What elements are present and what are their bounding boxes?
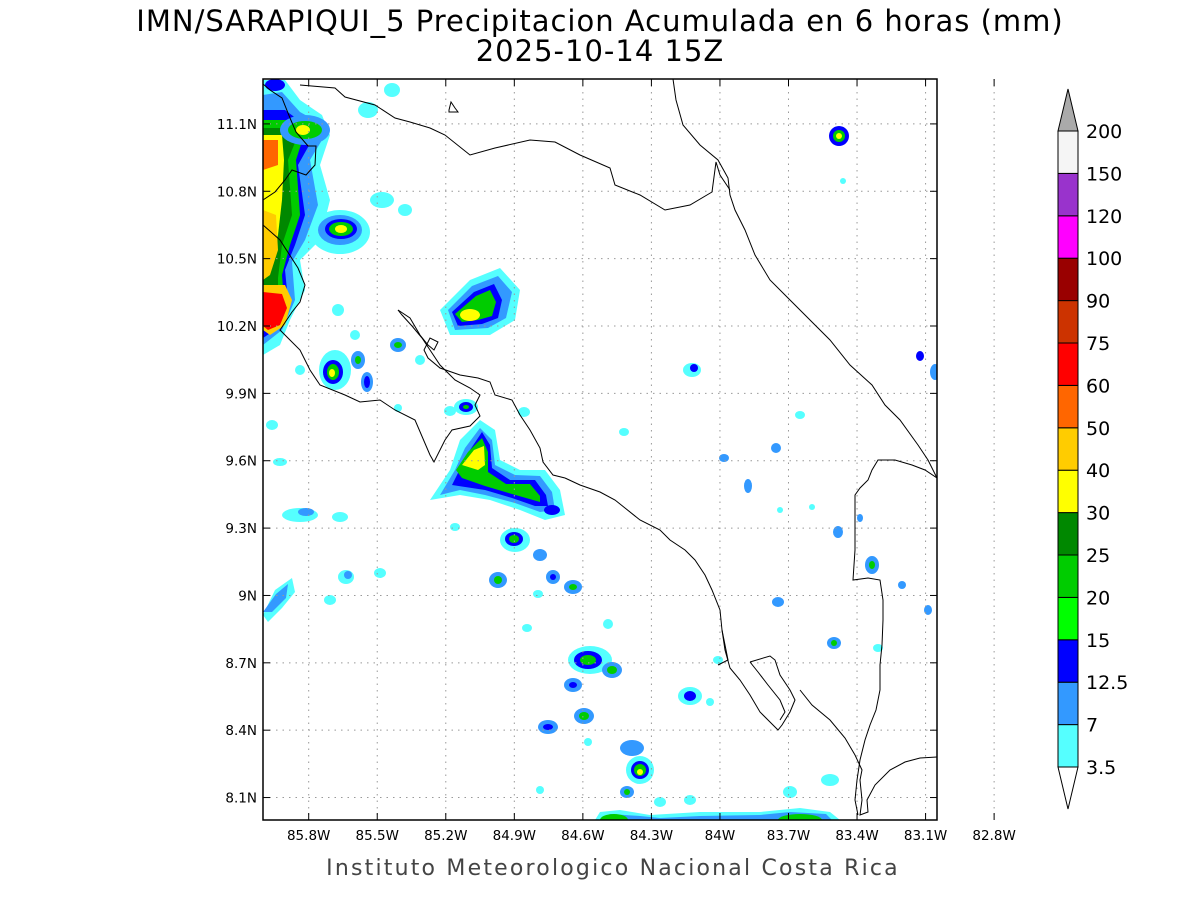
legend-swatch [1057, 596, 1079, 641]
lon-tick-label: 84.3W [630, 828, 673, 844]
legend-label: 7 [1086, 715, 1098, 737]
rain-cell [678, 126, 937, 798]
legend-swatch [1057, 639, 1079, 683]
lon-tick-label: 85.2W [424, 828, 467, 844]
lat-tick-label: 8.4N [225, 723, 257, 739]
legend-swatch [1057, 469, 1079, 514]
legend-label: 90 [1086, 291, 1110, 313]
legend-label: 15 [1086, 630, 1110, 652]
legend-label: 25 [1086, 545, 1110, 567]
panama-border [852, 459, 937, 816]
legend-label: 12.5 [1086, 672, 1128, 694]
rain-cell [440, 268, 520, 335]
rain-cell [319, 338, 406, 392]
legend-label: 150 [1086, 163, 1122, 185]
legend-label: 40 [1086, 460, 1110, 482]
color-legend: 3.5 7 12.5 15 20 25 30 40 50 60 75 90 100 120 150 200 [1057, 88, 1128, 810]
lon-tick-label: 84.6W [561, 828, 604, 844]
latitude-axis: 11.1N 10.8N 10.5N 10.2N 9.9N 9.6N 9.3N 9N 8.7N 8.… [217, 117, 937, 807]
lon-tick-label: 85.8W [287, 828, 330, 844]
lon-tick-label: 85.5W [356, 828, 399, 844]
coastlines-and-borders [263, 79, 937, 816]
legend-label: 20 [1086, 587, 1110, 609]
legend-swatch [1057, 300, 1079, 344]
legend-label: 50 [1086, 418, 1110, 440]
lon-tick-label: 83.4W [835, 828, 878, 844]
rain-cell [454, 399, 478, 415]
golfo-dulce-coast [717, 629, 729, 666]
lat-tick-label: 10.2N [217, 319, 257, 335]
lon-tick-label: 84.9W [493, 828, 536, 844]
rain-cell [538, 646, 622, 734]
lat-tick-label: 8.7N [225, 656, 257, 672]
lat-tick-label: 10.8N [217, 184, 257, 200]
legend-swatch [1057, 554, 1079, 598]
lon-tick-label: 83.1W [904, 828, 947, 844]
nicaragua-border [299, 84, 731, 211]
rain-cell [595, 808, 840, 820]
lat-tick-label: 9.3N [225, 521, 257, 537]
lat-tick-label: 9.6N [225, 454, 257, 470]
legend-label: 30 [1086, 503, 1110, 525]
rain-cell [310, 210, 370, 254]
nw-pacific-coast [263, 83, 317, 201]
legend-swatch [1057, 724, 1079, 768]
legend-label: 3.5 [1086, 757, 1116, 779]
lon-tick-label: 83.7W [767, 828, 810, 844]
legend-label: 75 [1086, 333, 1110, 355]
legend-label: 60 [1086, 375, 1110, 397]
lat-tick-label: 10.5N [217, 252, 257, 268]
legend-swatch [1057, 257, 1079, 302]
legend-label: 120 [1086, 206, 1122, 228]
rain-cell [430, 420, 565, 520]
osa-peninsula-coast [749, 661, 786, 721]
rain-cell [263, 79, 883, 807]
institution-credit: Instituto Meteorologico Nacional Costa R… [326, 856, 900, 881]
lat-tick-label: 8.1N [225, 791, 257, 807]
legend-label: 100 [1086, 248, 1122, 270]
legend-swatch [1057, 130, 1079, 174]
lat-tick-label: 11.1N [217, 117, 257, 133]
lat-tick-label: 9.9N [225, 386, 257, 402]
legend-swatch [1057, 384, 1079, 429]
legend-arrow-min [1057, 766, 1079, 810]
legend-swatch [1057, 172, 1079, 217]
plot-frame [262, 78, 938, 821]
legend-swatch [1057, 681, 1079, 726]
map-title: IMN/SARAPIQUI_5 Precipitacion Acumulada … [136, 4, 1064, 38]
legend-arrow-max [1057, 88, 1079, 132]
legend-swatch [1057, 342, 1079, 386]
rain-cell [489, 528, 582, 594]
legend-label: 200 [1086, 121, 1122, 143]
caribbean-coast [672, 79, 937, 479]
rain-cell [280, 115, 330, 145]
rain-cell [620, 740, 654, 798]
island [448, 100, 459, 113]
burica-coast [799, 689, 937, 816]
central-pacific-coast [564, 477, 796, 731]
lon-tick-label: 84W [705, 828, 736, 844]
santa-elena-coast [263, 224, 481, 464]
map-valid-time: 2025-10-14 15Z [475, 34, 725, 68]
map-gridlines [263, 79, 995, 820]
gulf-nicoya-coast [397, 309, 566, 479]
lat-tick-label: 9N [238, 588, 257, 604]
legend-swatch [1057, 215, 1079, 259]
legend-swatch [1057, 512, 1079, 556]
lon-tick-label: 82.8W [972, 828, 1015, 844]
longitude-axis: 85.8W 85.5W 85.2W 84.9W 84.6W 84.3W 84W 83.7W 83… [287, 79, 1016, 844]
legend-swatch [1057, 427, 1079, 471]
